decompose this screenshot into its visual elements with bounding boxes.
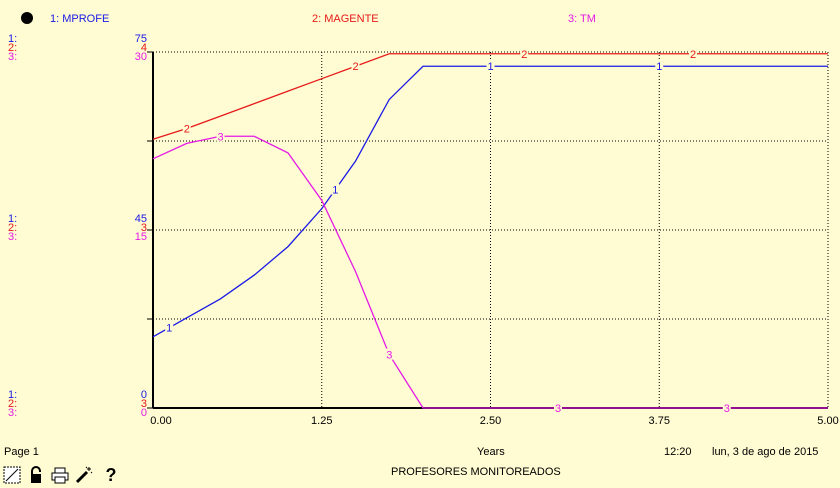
- series-marker-1: 1: [166, 323, 172, 335]
- scale-value-1: 45: [135, 213, 147, 225]
- x-axis-label: Years: [477, 446, 505, 458]
- lock-icon[interactable]: [26, 465, 46, 485]
- series-marker-bg: [689, 47, 697, 59]
- legend-entry-3: 3: TM: [568, 13, 596, 25]
- x-tick-label: 0.00: [150, 415, 171, 427]
- series-line-magente: [152, 53, 828, 140]
- scale-value-3: 30: [135, 51, 147, 63]
- series-marker-3: 3: [217, 131, 223, 143]
- series-marker-3: 3: [555, 403, 561, 415]
- scale-prefix-1: 1:: [8, 33, 17, 45]
- series-marker-3: 3: [386, 350, 392, 362]
- scale-value-1: 0: [141, 389, 147, 401]
- legend-entry-2: 2: MAGENTE: [312, 13, 379, 25]
- scale-value-2: 3: [141, 398, 147, 410]
- series-marker-bg: [655, 60, 664, 72]
- x-tick-label: 2.50: [480, 415, 501, 427]
- graph-toolbar: ?: [2, 463, 124, 487]
- series-marker-bg: [486, 60, 495, 72]
- scale-prefix-1: 1:: [8, 389, 17, 401]
- scroll-page-icon[interactable]: [2, 465, 22, 485]
- help-icon[interactable]: ?: [105, 464, 117, 485]
- scale-prefix-2: 2:: [8, 398, 17, 410]
- series-marker-bg: [331, 183, 340, 195]
- magic-wand-icon[interactable]: [74, 465, 94, 485]
- scale-prefix-1: 1:: [8, 213, 17, 225]
- graph-title: PROFESORES MONITOREADOS: [391, 466, 561, 478]
- series-marker-1: 1: [332, 185, 338, 197]
- series-marker-bg: [722, 402, 731, 413]
- scale-value-1: 75: [135, 33, 147, 45]
- series-marker-bg: [216, 130, 225, 142]
- series-marker-2: 2: [184, 124, 190, 136]
- series-line-mprofe: [152, 65, 828, 338]
- scale-prefix-2: 2:: [8, 42, 17, 54]
- scale-prefix-2: 2:: [8, 222, 17, 234]
- page-label: Page 1: [4, 446, 39, 458]
- series-marker-2: 2: [690, 49, 696, 61]
- series-marker-bg: [520, 47, 529, 59]
- scale-prefix-3: 3:: [8, 51, 17, 63]
- x-tick-label: 1.25: [311, 415, 332, 427]
- legend-entry-1: 1: MPROFE: [50, 13, 109, 25]
- scale-value-2: 3: [141, 222, 147, 234]
- scale-prefix-3: 3:: [8, 231, 17, 243]
- x-tick-label: 5.00: [817, 415, 838, 427]
- graph-type-icon: [21, 12, 33, 24]
- series-marker-1: 1: [656, 61, 662, 73]
- series-marker-2: 2: [352, 61, 358, 73]
- series-marker-bg: [351, 60, 360, 72]
- series-marker-bg: [165, 321, 174, 333]
- series-marker-bg: [554, 402, 562, 413]
- series-marker-2: 2: [521, 49, 527, 61]
- series-marker-3: 3: [724, 403, 730, 415]
- scale-value-3: 15: [135, 231, 147, 243]
- date-stamp: lun, 3 de ago de 2015: [712, 446, 819, 458]
- print-icon[interactable]: [50, 465, 70, 485]
- scale-value-2: 4: [141, 42, 147, 54]
- series-marker-bg: [385, 348, 394, 360]
- series-marker-1: 1: [487, 61, 493, 73]
- time-stamp: 12:20: [664, 446, 692, 458]
- scale-prefix-3: 3:: [8, 407, 17, 419]
- series-marker-bg: [182, 122, 191, 134]
- scale-value-3: 0: [141, 407, 147, 419]
- x-tick-label: 3.75: [649, 415, 670, 427]
